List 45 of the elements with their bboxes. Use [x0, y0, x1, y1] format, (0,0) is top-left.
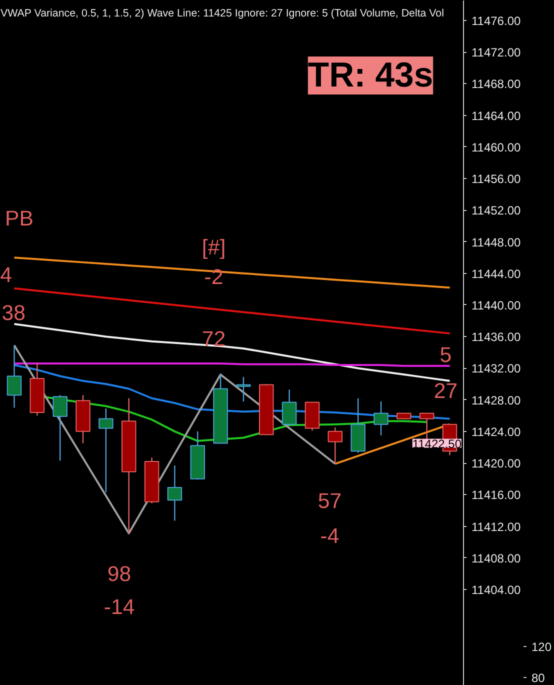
candlestick	[52, 394, 68, 462]
y2-tick-label: 80	[532, 671, 546, 685]
annotation: 4	[0, 263, 12, 287]
y-tick-label: 11436.00	[472, 330, 521, 344]
y-tick-label: 11456.00	[472, 172, 521, 186]
candlestick	[98, 408, 114, 493]
y-tick-label: 11440.00	[472, 298, 521, 312]
text: VWAP Variance, 0.5, 1, 1.5, 2) Wave Line: 11425 Ignore: 27 Ignore: 5 (Total Volume, Delta Vol	[0, 8, 444, 20]
annotation: 11422.50	[412, 436, 462, 451]
y-tick-label: 11468.00	[472, 77, 521, 92]
annotation: PB	[4, 206, 34, 230]
y-tick-label: 11404.00	[472, 582, 521, 597]
y-tick-label: 11408.00	[472, 551, 521, 566]
y-tick-label: 11460.00	[472, 140, 521, 154]
annotation: -14	[104, 595, 135, 619]
annotation: 57	[318, 489, 342, 513]
candlestick	[236, 376, 251, 402]
y-tick-label: 11432.00	[472, 362, 521, 376]
candlestick	[328, 426, 343, 464]
candlestick	[282, 388, 297, 425]
annotation: 98	[107, 562, 132, 586]
annotation: 38	[2, 301, 26, 325]
line-series	[13, 322, 451, 382]
annotation: 72	[202, 327, 226, 351]
y-tick-label: 11448.00	[472, 235, 521, 250]
y-tick-label: 11464.00	[472, 108, 521, 123]
candlestick	[6, 344, 22, 408]
annotation: -2	[204, 265, 224, 289]
y-tick-label: 11424.00	[472, 424, 521, 439]
y-tick-label: 11444.00	[472, 266, 521, 281]
y2-tick-label: 120	[532, 640, 552, 654]
annotation: 27	[434, 379, 458, 403]
y-tick-label: 11452.00	[472, 204, 521, 218]
annotation: [#]	[202, 236, 226, 260]
y-tick-label: 11412.00	[472, 520, 521, 534]
annotation: 5	[440, 343, 452, 367]
y-tick-label: 11472.00	[472, 46, 521, 60]
y-tick-label: 11420.00	[472, 456, 521, 471]
annotation: -4	[320, 524, 340, 548]
annotation: TR: 43s	[308, 56, 434, 94]
candlestick	[167, 464, 182, 522]
y-tick-label: 11476.00	[472, 14, 521, 28]
y-tick-label: 11428.00	[472, 393, 521, 408]
y-tick-label: 11416.00	[472, 488, 521, 502]
candlestick	[374, 400, 388, 436]
